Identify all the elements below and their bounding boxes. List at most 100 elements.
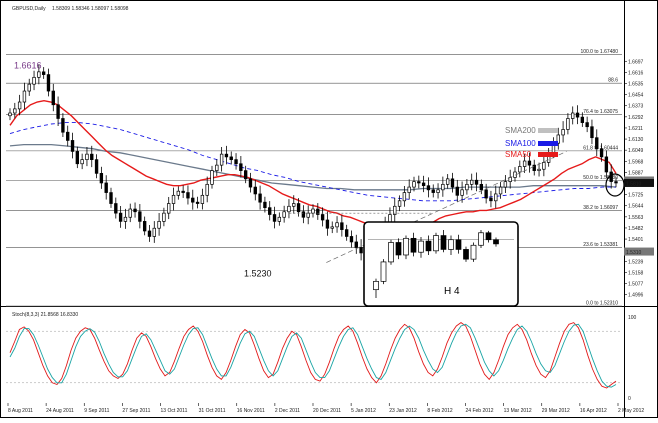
candle-body bbox=[195, 201, 200, 204]
candle-body bbox=[268, 207, 272, 215]
candle-body bbox=[123, 216, 128, 222]
candle-body bbox=[402, 192, 407, 202]
inset-candle-body bbox=[485, 232, 492, 241]
chart-header-symbol: GBPUSD,Daily bbox=[12, 6, 46, 12]
candle-body bbox=[316, 208, 320, 215]
stoch-signal-line bbox=[9, 323, 617, 388]
stoch-header: Stoch(8,3,3) 21.8568 16.8330 bbox=[12, 312, 78, 318]
candle-body bbox=[128, 208, 132, 218]
inset-candle-body bbox=[418, 240, 424, 253]
price-tick-label: 1.5563 bbox=[628, 215, 644, 221]
candle-body bbox=[46, 74, 51, 92]
candle-body bbox=[167, 203, 171, 214]
candle-body bbox=[138, 211, 142, 222]
inset-candle-body bbox=[463, 249, 469, 260]
price-tick-label: 1.6616 bbox=[628, 70, 644, 76]
candle-body bbox=[248, 178, 253, 188]
time-tick-label: 16 Apr 2012 bbox=[580, 408, 607, 414]
price-annotations: 1.6616 1.5230 bbox=[14, 60, 272, 278]
candle-body bbox=[85, 153, 89, 160]
inset-candle-body bbox=[395, 242, 402, 256]
price-tick-label: 1.6454 bbox=[628, 93, 644, 99]
candle-body bbox=[465, 183, 469, 191]
candle-body bbox=[340, 222, 344, 230]
candle-body bbox=[80, 159, 84, 165]
candle-body bbox=[407, 186, 411, 193]
candle-body bbox=[133, 208, 137, 213]
candle-body bbox=[474, 179, 479, 185]
stochastic-panel: 100 0 bbox=[6, 315, 637, 402]
inset-candle-body bbox=[448, 239, 454, 250]
candle-body bbox=[320, 214, 325, 221]
candle-body bbox=[301, 211, 306, 218]
fib-level-label: 76.4 to 1.63075 bbox=[583, 109, 618, 115]
candle-body bbox=[330, 226, 334, 229]
time-tick-label: 2 May 2012 bbox=[618, 408, 644, 414]
candle-body bbox=[484, 189, 488, 199]
candle-body bbox=[599, 148, 604, 158]
inset-candle-body bbox=[373, 280, 379, 291]
sma-legend: SMA200 SMA100 SMA50 bbox=[505, 126, 558, 159]
candle-body bbox=[518, 166, 522, 173]
price-tick-label: 1.6373 bbox=[628, 104, 644, 110]
time-tick-label: 29 Mar 2012 bbox=[542, 408, 570, 414]
price-tick-label: 1.5644 bbox=[628, 204, 644, 210]
candle-body bbox=[287, 205, 291, 213]
candle-body bbox=[229, 156, 233, 160]
time-tick-label: 9 Sep 2011 bbox=[84, 408, 109, 414]
price-tick-label: 1.4996 bbox=[628, 293, 644, 299]
candle-body bbox=[56, 104, 60, 119]
stoch-main-line bbox=[9, 322, 617, 389]
time-tick-label: 2 Dec 2011 bbox=[275, 408, 300, 414]
inset-label: H 4 bbox=[444, 286, 460, 297]
candle-body bbox=[70, 140, 75, 152]
candle-body bbox=[13, 108, 17, 114]
candle-body bbox=[253, 186, 257, 195]
candle-body bbox=[397, 200, 402, 207]
inset-candle-body bbox=[478, 232, 484, 246]
candle-body bbox=[566, 118, 570, 130]
candle-body bbox=[263, 201, 267, 209]
candle-body bbox=[210, 170, 214, 185]
candle-body bbox=[359, 247, 363, 254]
candle-body bbox=[171, 194, 176, 204]
inset-candle-body bbox=[440, 235, 447, 250]
candle-body bbox=[118, 212, 123, 222]
candle-body bbox=[590, 126, 594, 139]
candle-body bbox=[609, 171, 613, 182]
candle-body bbox=[431, 189, 435, 193]
candle-body bbox=[61, 118, 65, 133]
candle-body bbox=[37, 71, 41, 78]
inset-candle-body bbox=[403, 237, 409, 256]
candle-body bbox=[162, 212, 166, 222]
time-tick-label: 8 Feb 2012 bbox=[427, 408, 453, 414]
candle-body bbox=[470, 179, 474, 185]
candle-body bbox=[272, 214, 277, 222]
fib-level-label: 50.0 to 1.58280 bbox=[583, 175, 618, 181]
candle-body bbox=[498, 186, 503, 195]
candle-body bbox=[243, 170, 248, 180]
candle-body bbox=[349, 236, 354, 243]
candle-body bbox=[325, 219, 330, 229]
candle-body bbox=[503, 181, 508, 188]
price-tick-label: 1.6292 bbox=[628, 115, 644, 121]
candle-body bbox=[51, 90, 55, 106]
candle-body bbox=[215, 164, 219, 171]
candle-body bbox=[219, 153, 224, 166]
candle-body bbox=[561, 129, 565, 136]
inset-candle-body bbox=[455, 239, 462, 250]
candle-body bbox=[393, 205, 397, 215]
legend-label: SMA200 bbox=[505, 126, 536, 135]
candle-body bbox=[205, 183, 209, 196]
candle-body bbox=[142, 221, 147, 232]
candle-body bbox=[99, 173, 104, 184]
fib-level-label: 100.0 to 1.67480 bbox=[580, 49, 618, 55]
price-tick-label: 1.5158 bbox=[628, 270, 644, 276]
price-tick-label: 1.5239 bbox=[628, 259, 644, 265]
candle-body bbox=[460, 189, 464, 196]
time-tick-label: 24 Feb 2012 bbox=[466, 408, 494, 414]
candle-body bbox=[27, 83, 31, 92]
